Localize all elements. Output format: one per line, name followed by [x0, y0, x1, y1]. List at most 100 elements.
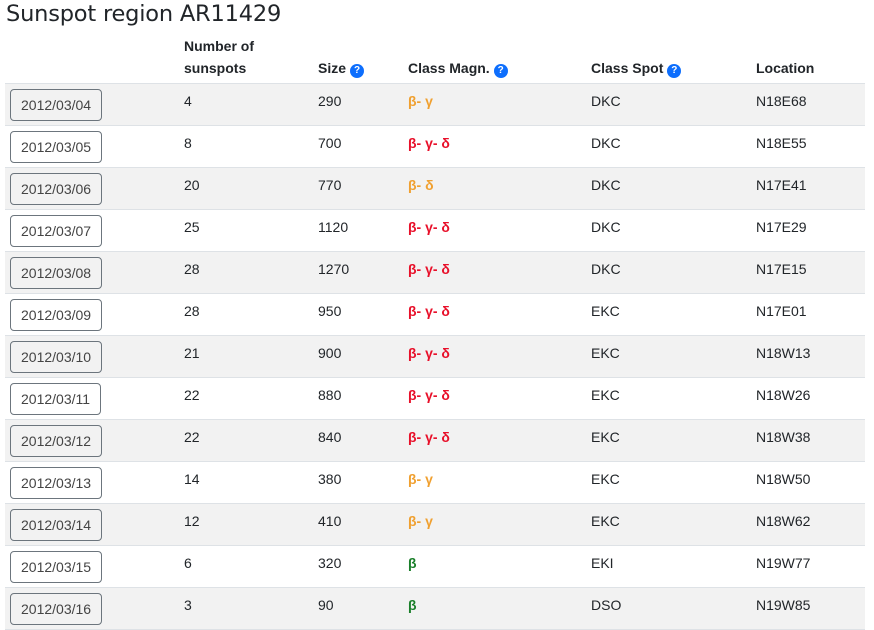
- class-spot-value: DKC: [591, 93, 621, 109]
- sunspot-count-cell: 6: [184, 545, 318, 588]
- location-value: N19W77: [756, 555, 811, 571]
- class-spot-cell: EKC: [591, 503, 756, 546]
- date-button[interactable]: 2012/03/11: [10, 383, 102, 415]
- size-cell: 1120: [318, 209, 408, 252]
- class-magn-cell: β- γ- δ: [408, 419, 591, 462]
- sunspot-count-cell: 12: [184, 503, 318, 546]
- size-cell: 320: [318, 545, 408, 588]
- sunspot-table: Number of sunspots Size? Class Magn.? Cl…: [5, 35, 865, 630]
- sunspot-count-cell: 22: [184, 377, 318, 420]
- size-cell: 880: [318, 377, 408, 420]
- table-row: 2012/03/08 28 1270 β- γ- δ DKC N17E15: [5, 251, 865, 294]
- location-value: N18E68: [756, 93, 807, 109]
- size-cell: 700: [318, 125, 408, 168]
- sunspot-count-value: 20: [184, 177, 200, 193]
- sunspot-count-value: 25: [184, 219, 200, 235]
- location-value: N17E29: [756, 219, 807, 235]
- class-magn-cell: β: [408, 587, 591, 630]
- class-spot-cell: DKC: [591, 125, 756, 168]
- sunspot-count-cell: 4: [184, 83, 318, 126]
- class-spot-value: DSO: [591, 597, 622, 613]
- class-magn-cell: β- γ- δ: [408, 377, 591, 420]
- sunspot-count-cell: 25: [184, 209, 318, 252]
- date-button[interactable]: 2012/03/08: [10, 257, 103, 289]
- size-value: 410: [318, 513, 342, 529]
- class-spot-cell: DKC: [591, 209, 756, 252]
- date-button[interactable]: 2012/03/16: [10, 593, 103, 625]
- class-magn-cell: β- γ: [408, 83, 591, 126]
- sunspot-count-value: 28: [184, 261, 200, 277]
- header-size: Size?: [318, 35, 408, 84]
- class-magn-help-icon[interactable]: ?: [493, 64, 508, 78]
- sunspot-count-value: 22: [184, 387, 200, 403]
- date-cell: 2012/03/09: [5, 293, 184, 336]
- date-cell: 2012/03/15: [5, 545, 184, 588]
- size-value: 320: [318, 555, 342, 571]
- sunspot-count-value: 28: [184, 303, 200, 319]
- sunspot-count-value: 4: [184, 93, 192, 109]
- class-magn-value: β- γ- δ: [408, 345, 450, 361]
- location-cell: N19W85: [756, 587, 865, 630]
- date-button[interactable]: 2012/03/04: [10, 89, 103, 121]
- sunspot-count-value: 8: [184, 135, 192, 151]
- date-button[interactable]: 2012/03/05: [10, 131, 103, 163]
- sunspot-count-cell: 20: [184, 167, 318, 210]
- class-magn-value: β- γ: [408, 93, 433, 109]
- sunspot-count-cell: 14: [184, 461, 318, 504]
- class-spot-value: EKC: [591, 513, 620, 529]
- class-magn-cell: β- γ- δ: [408, 209, 591, 252]
- table-row: 2012/03/15 6 320 β EKI N19W77: [5, 545, 865, 588]
- location-value: N17E01: [756, 303, 807, 319]
- sunspot-count-value: 22: [184, 429, 200, 445]
- date-button[interactable]: 2012/03/07: [10, 215, 103, 247]
- location-value: N18W38: [756, 429, 811, 445]
- size-cell: 950: [318, 293, 408, 336]
- class-magn-value: β- γ- δ: [408, 135, 450, 151]
- date-button[interactable]: 2012/03/14: [10, 509, 103, 541]
- sunspot-count-cell: 28: [184, 293, 318, 336]
- table-row: 2012/03/07 25 1120 β- γ- δ DKC N17E29: [5, 209, 865, 252]
- date-button[interactable]: 2012/03/15: [10, 551, 103, 583]
- date-button[interactable]: 2012/03/06: [10, 173, 103, 205]
- size-cell: 380: [318, 461, 408, 504]
- size-cell: 290: [318, 83, 408, 126]
- size-value: 1270: [318, 261, 350, 277]
- table-row: 2012/03/11 22 880 β- γ- δ EKC N18W26: [5, 377, 865, 420]
- location-value: N19W85: [756, 597, 811, 613]
- size-value: 290: [318, 93, 342, 109]
- class-spot-value: DKC: [591, 219, 621, 235]
- class-spot-value: EKC: [591, 387, 620, 403]
- date-button[interactable]: 2012/03/13: [10, 467, 103, 499]
- class-spot-value: EKC: [591, 345, 620, 361]
- class-spot-cell: EKC: [591, 293, 756, 336]
- class-magn-cell: β- γ: [408, 461, 591, 504]
- class-magn-value: β- γ- δ: [408, 303, 450, 319]
- class-spot-help-icon[interactable]: ?: [667, 64, 682, 78]
- date-button[interactable]: 2012/03/10: [10, 341, 103, 373]
- header-number-of-sunspots: Number of sunspots: [184, 35, 318, 84]
- date-cell: 2012/03/10: [5, 335, 184, 378]
- size-help-icon[interactable]: ?: [350, 64, 365, 78]
- class-magn-cell: β- γ: [408, 503, 591, 546]
- location-value: N18W62: [756, 513, 811, 529]
- class-spot-cell: EKI: [591, 545, 756, 588]
- size-value: 880: [318, 387, 342, 403]
- header-size-label: Size: [318, 60, 347, 76]
- location-value: N18W50: [756, 471, 811, 487]
- table-row: 2012/03/12 22 840 β- γ- δ EKC N18W38: [5, 419, 865, 462]
- sunspot-count-value: 6: [184, 555, 192, 571]
- date-button[interactable]: 2012/03/09: [10, 299, 103, 331]
- class-magn-value: β- γ: [408, 471, 433, 487]
- header-class-spot-label: Class Spot: [591, 60, 664, 76]
- table-row: 2012/03/09 28 950 β- γ- δ EKC N17E01: [5, 293, 865, 336]
- sunspot-count-value: 14: [184, 471, 200, 487]
- sunspot-count-value: 12: [184, 513, 200, 529]
- class-magn-value: β- δ: [408, 177, 434, 193]
- class-spot-cell: DKC: [591, 83, 756, 126]
- sunspot-count-value: 3: [184, 597, 192, 613]
- class-spot-value: DKC: [591, 177, 621, 193]
- size-cell: 90: [318, 587, 408, 630]
- date-button[interactable]: 2012/03/12: [10, 425, 103, 457]
- header-date: [5, 35, 184, 84]
- class-spot-cell: EKC: [591, 335, 756, 378]
